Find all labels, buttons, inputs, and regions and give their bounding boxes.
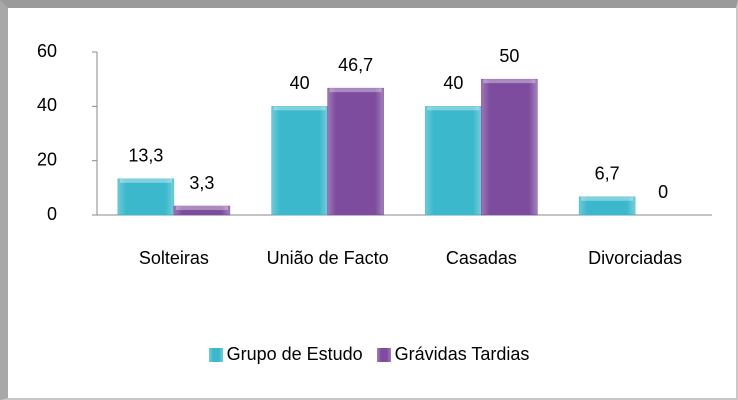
y-tick-label: 0 <box>47 204 57 224</box>
data-label: 40 <box>443 73 463 93</box>
bar-highlight <box>175 206 228 211</box>
x-tick-label: Divorciadas <box>588 248 683 268</box>
bar <box>327 87 384 216</box>
legend: Grupo de Estudo Grávidas Tardias <box>0 344 738 365</box>
data-label: 0 <box>658 182 668 202</box>
legend-swatch <box>376 347 391 362</box>
data-label: 40 <box>290 73 310 93</box>
data-label: 13,3 <box>128 146 163 166</box>
bar <box>271 106 328 216</box>
bar-highlight <box>119 178 172 183</box>
bar <box>117 178 175 216</box>
x-tick-label: União de Facto <box>266 248 389 268</box>
legend-entry: Grávidas Tardias <box>376 344 530 365</box>
legend-swatch <box>208 347 223 362</box>
bar <box>481 78 538 216</box>
bar <box>173 205 231 216</box>
bar <box>425 106 482 216</box>
data-label: 6,7 <box>595 164 620 184</box>
bar <box>578 196 636 216</box>
bar-highlight <box>581 196 634 201</box>
bar-highlight <box>427 106 480 111</box>
data-label: 46,7 <box>338 55 373 75</box>
x-tick-label: Solteiras <box>138 248 209 268</box>
data-label: 3,3 <box>189 173 214 193</box>
bar-highlight <box>273 106 326 111</box>
y-tick-label: 60 <box>37 41 57 61</box>
bar-highlight <box>483 79 536 84</box>
x-tick-label: Casadas <box>445 248 517 268</box>
bar-highlight <box>329 88 382 93</box>
legend-entry: Grupo de Estudo <box>208 344 363 365</box>
y-tick-label: 20 <box>37 149 57 169</box>
legend-label: Grupo de Estudo <box>226 344 363 364</box>
y-tick-label: 40 <box>37 95 57 115</box>
legend-label: Grávidas Tardias <box>394 344 530 364</box>
data-label: 50 <box>499 46 519 66</box>
